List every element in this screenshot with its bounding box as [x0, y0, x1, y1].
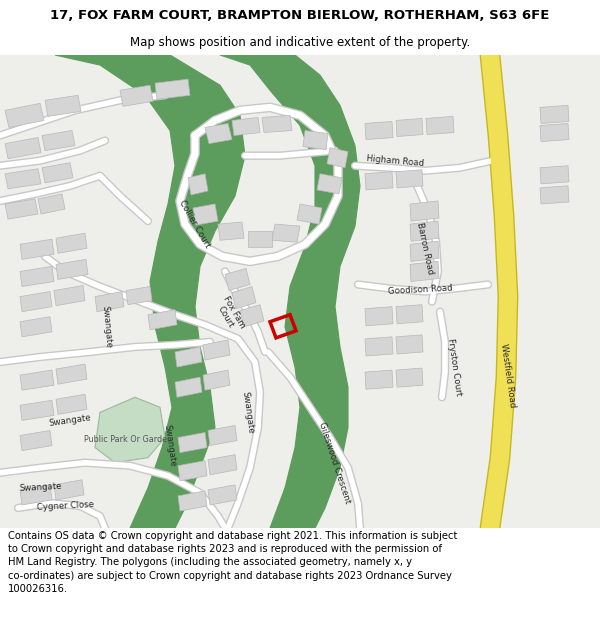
Polygon shape — [327, 148, 348, 168]
Polygon shape — [410, 221, 439, 241]
Polygon shape — [175, 347, 202, 367]
Polygon shape — [303, 131, 328, 149]
Polygon shape — [540, 166, 569, 184]
Polygon shape — [42, 131, 75, 151]
Text: Fox Fam
Court: Fox Fam Court — [213, 294, 247, 335]
Polygon shape — [396, 118, 423, 136]
Polygon shape — [225, 268, 250, 291]
Text: Swangate: Swangate — [241, 391, 256, 434]
Text: Higham Road: Higham Road — [366, 154, 424, 168]
Polygon shape — [208, 485, 237, 505]
Polygon shape — [155, 79, 190, 99]
Polygon shape — [56, 364, 87, 384]
Polygon shape — [410, 261, 439, 281]
Polygon shape — [126, 286, 152, 304]
Text: 17, FOX FARM COURT, BRAMPTON BIERLOW, ROTHERHAM, S63 6FE: 17, FOX FARM COURT, BRAMPTON BIERLOW, RO… — [50, 9, 550, 22]
Text: Gileswood Crescent: Gileswood Crescent — [317, 421, 352, 504]
Polygon shape — [232, 286, 256, 309]
Polygon shape — [45, 95, 81, 116]
Polygon shape — [262, 116, 292, 132]
Polygon shape — [20, 400, 54, 421]
Polygon shape — [5, 103, 44, 127]
Text: Swangate: Swangate — [163, 424, 178, 468]
Polygon shape — [396, 335, 423, 354]
Polygon shape — [20, 266, 54, 286]
Polygon shape — [54, 480, 84, 500]
Text: Map shows position and indicative extent of the property.: Map shows position and indicative extent… — [130, 36, 470, 49]
Polygon shape — [56, 259, 88, 279]
Polygon shape — [178, 491, 207, 511]
Polygon shape — [178, 432, 207, 452]
Polygon shape — [540, 186, 569, 204]
Polygon shape — [232, 118, 260, 136]
Polygon shape — [55, 55, 245, 528]
Text: Westfield Road: Westfield Road — [499, 342, 517, 408]
Polygon shape — [148, 309, 177, 330]
Text: Cygner Close: Cygner Close — [36, 500, 94, 512]
Polygon shape — [38, 194, 65, 214]
Polygon shape — [365, 121, 393, 139]
Polygon shape — [42, 162, 73, 183]
Polygon shape — [56, 394, 87, 414]
Polygon shape — [5, 138, 41, 159]
Polygon shape — [5, 199, 38, 219]
Polygon shape — [218, 222, 244, 240]
Polygon shape — [272, 224, 300, 243]
Polygon shape — [20, 239, 54, 259]
Text: Collier Court: Collier Court — [178, 199, 212, 249]
Polygon shape — [20, 431, 52, 451]
Text: Public Park Or Garden: Public Park Or Garden — [84, 435, 172, 444]
Polygon shape — [396, 368, 423, 388]
Polygon shape — [410, 201, 439, 221]
Polygon shape — [205, 124, 232, 144]
Polygon shape — [208, 426, 237, 446]
Polygon shape — [540, 106, 569, 124]
Polygon shape — [54, 286, 85, 306]
Polygon shape — [178, 461, 207, 481]
Polygon shape — [208, 454, 237, 475]
Polygon shape — [396, 304, 423, 324]
Text: Contains OS data © Crown copyright and database right 2021. This information is : Contains OS data © Crown copyright and d… — [8, 531, 457, 594]
Text: Swangate: Swangate — [48, 413, 92, 428]
Polygon shape — [240, 304, 264, 327]
Polygon shape — [317, 174, 342, 194]
Polygon shape — [20, 317, 52, 337]
Polygon shape — [175, 377, 202, 398]
Polygon shape — [365, 307, 393, 326]
Text: Swangate: Swangate — [101, 305, 113, 349]
Polygon shape — [365, 172, 393, 190]
Polygon shape — [396, 170, 423, 188]
Text: Barron Road: Barron Road — [415, 221, 435, 275]
Polygon shape — [248, 231, 272, 248]
Polygon shape — [540, 124, 569, 142]
Polygon shape — [188, 174, 208, 195]
Polygon shape — [56, 233, 87, 253]
Polygon shape — [5, 169, 41, 189]
Polygon shape — [365, 337, 393, 356]
Polygon shape — [20, 485, 52, 505]
Polygon shape — [220, 55, 360, 528]
Polygon shape — [203, 370, 230, 390]
Polygon shape — [20, 370, 54, 390]
Polygon shape — [297, 204, 322, 224]
Polygon shape — [120, 85, 153, 106]
Polygon shape — [365, 370, 393, 389]
Polygon shape — [426, 116, 454, 134]
Polygon shape — [20, 291, 52, 312]
Polygon shape — [410, 241, 439, 261]
Text: Swangate: Swangate — [19, 482, 62, 494]
Polygon shape — [95, 291, 124, 312]
Text: Fryston Court: Fryston Court — [446, 338, 463, 396]
Polygon shape — [203, 340, 230, 360]
Polygon shape — [95, 398, 165, 462]
Text: Goodison Road: Goodison Road — [388, 283, 452, 296]
Polygon shape — [193, 204, 218, 225]
